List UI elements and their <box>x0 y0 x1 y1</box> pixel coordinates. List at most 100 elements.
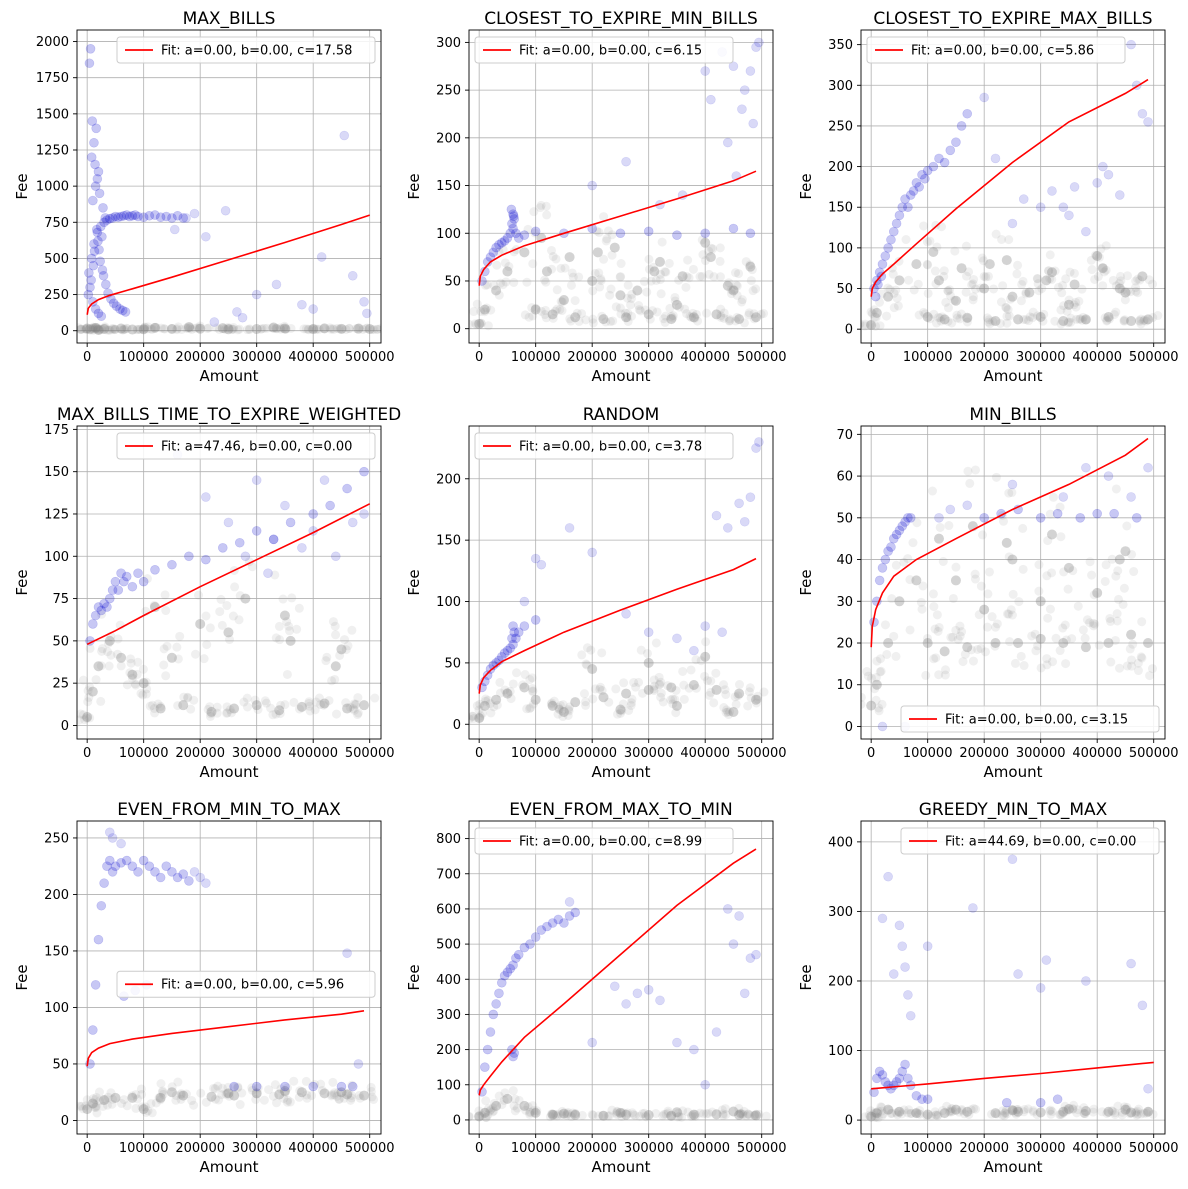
chart-2-bg-point <box>489 281 499 291</box>
chart-8-highlight-point <box>519 942 530 953</box>
chart-2-xtick-label: 100000 <box>511 350 561 365</box>
chart-8-bg-point <box>612 1110 622 1120</box>
chart-1-bg-point <box>372 324 381 334</box>
chart-4-bg-point <box>324 696 334 706</box>
chart-4-highlight-point <box>167 559 177 570</box>
chart-4-xtick-label: 100000 <box>119 746 169 761</box>
chart-7-bg-point <box>138 1104 149 1115</box>
chart-2-bg-point <box>623 280 633 290</box>
chart-4-bg-point <box>276 700 286 710</box>
chart-3-bg-point <box>1041 275 1052 286</box>
chart-6-bg-point <box>1018 523 1028 533</box>
chart-2-ytick-label: 300 <box>436 36 461 51</box>
chart-7-bg-point <box>158 1087 168 1097</box>
chart-8-bg-point <box>489 1098 499 1108</box>
chart-9-bg-point <box>970 1104 980 1114</box>
chart-5-bg-point <box>554 703 564 713</box>
chart-2-highlight-point <box>519 230 530 240</box>
chart-1-bg-point <box>150 322 160 332</box>
chart-2-bg-point <box>756 309 766 319</box>
chart-7-bg-point <box>251 1094 261 1104</box>
chart-7-bg-point <box>302 1090 312 1100</box>
chart-6-bg-point <box>921 670 931 680</box>
chart-1-bg-point <box>104 325 114 335</box>
chart-9-bg-point <box>1055 1110 1065 1120</box>
chart-4-bg-point <box>183 692 193 702</box>
chart-1-bg-point <box>92 324 102 334</box>
chart-8-bg-point <box>751 1110 762 1121</box>
chart-3-bg-point <box>1017 279 1027 289</box>
chart-3-highlight-point <box>951 137 961 147</box>
chart-9-bg-point <box>887 1108 897 1118</box>
chart-1-outlier-point <box>308 304 318 314</box>
chart-7-xtick-label: 400000 <box>288 1141 338 1156</box>
chart-1-xtick-label: 300000 <box>232 350 282 365</box>
chart-2-bg-point <box>540 310 550 320</box>
chart-2-bg-point <box>482 303 492 313</box>
chart-6-bg-point <box>1055 646 1065 656</box>
chart-6-bg-point <box>871 695 881 705</box>
chart-5-bg-point <box>720 685 730 695</box>
chart-8-bg-point <box>617 1112 627 1122</box>
chart-9-legend: Fit: a=44.69, b=0.00, c=0.00 <box>900 827 1160 855</box>
chart-3-bg-point <box>1002 311 1012 321</box>
chart-1-highlight-point <box>88 260 99 271</box>
chart-3-bg-point <box>1046 267 1057 278</box>
chart-3-bg-point <box>913 279 923 289</box>
chart-7-outlier-point <box>195 872 205 883</box>
chart-8-bg-point <box>728 1106 739 1117</box>
chart-3-bg-point <box>995 318 1005 328</box>
chart-8-bg-point <box>523 1102 533 1112</box>
chart-2-ytick-label: 200 <box>436 131 461 146</box>
chart-3-bg-point <box>1148 279 1158 289</box>
chart-5-bg-point <box>670 694 680 704</box>
chart-3-bg-point <box>982 313 992 323</box>
chart-8-bg-point <box>666 1111 676 1121</box>
chart-3-bg-point <box>984 317 994 327</box>
chart-6-bg-point <box>935 522 945 532</box>
chart-1-highlight-point <box>90 159 100 170</box>
chart-9-title: GREEDY_MIN_TO_MAX <box>919 800 1108 820</box>
chart-5-bg-point <box>549 696 559 706</box>
chart-5-bg-point <box>525 704 535 714</box>
chart-4-bg-point <box>142 684 152 694</box>
chart-1-bg-point <box>84 324 95 335</box>
chart-6-highlight-point <box>877 563 888 573</box>
chart-6-bg-point <box>951 625 961 635</box>
chart-6-bg-point <box>1004 552 1014 562</box>
chart-6-bg-point <box>1094 640 1104 650</box>
chart-3-bg-point <box>1115 271 1125 281</box>
chart-3-bg-point <box>929 309 939 319</box>
chart-2-bg-point <box>601 236 611 246</box>
chart-3-bg-point <box>943 303 953 313</box>
chart-2-bg-point <box>715 243 725 253</box>
chart-1-bg-point <box>223 322 233 332</box>
chart-6-outlier-point <box>1058 492 1069 502</box>
chart-6-bg-point <box>1126 629 1137 640</box>
chart-7-bg-point <box>137 1089 147 1099</box>
chart-1-bg-point <box>278 323 288 333</box>
chart-2-bg-point <box>683 255 693 265</box>
chart-1-bg-point <box>92 323 102 333</box>
chart-1-bg-point <box>187 324 197 334</box>
chart-9-bg-point <box>946 1104 956 1114</box>
chart-1-outlier-point <box>201 231 211 242</box>
chart-1-bg-point <box>361 324 371 334</box>
chart-6-bg-point <box>1115 663 1125 673</box>
chart-3-bg-point <box>894 256 904 266</box>
chart-5-bg-point <box>700 671 710 681</box>
chart-3-ytick-label: 250 <box>828 119 853 134</box>
chart-7-bg-point <box>346 1091 356 1101</box>
chart-9-bg-point <box>931 1110 941 1120</box>
chart-2-bg-point <box>597 311 607 321</box>
chart-9-bg-point <box>1068 1104 1078 1114</box>
chart-1-bg-point <box>100 322 110 332</box>
chart-5-legend: Fit: a=0.00, b=0.00, c=3.78 <box>474 432 734 460</box>
chart-8-highlight-point <box>499 970 510 981</box>
chart-7-bg-point <box>151 1098 161 1108</box>
chart-7-bg-point <box>327 1090 337 1100</box>
chart-6-highlight-point <box>1075 513 1086 523</box>
chart-2-bg-point <box>634 301 644 311</box>
chart-8-bg-point <box>618 1108 628 1118</box>
chart-4-highlight-point <box>201 554 211 565</box>
